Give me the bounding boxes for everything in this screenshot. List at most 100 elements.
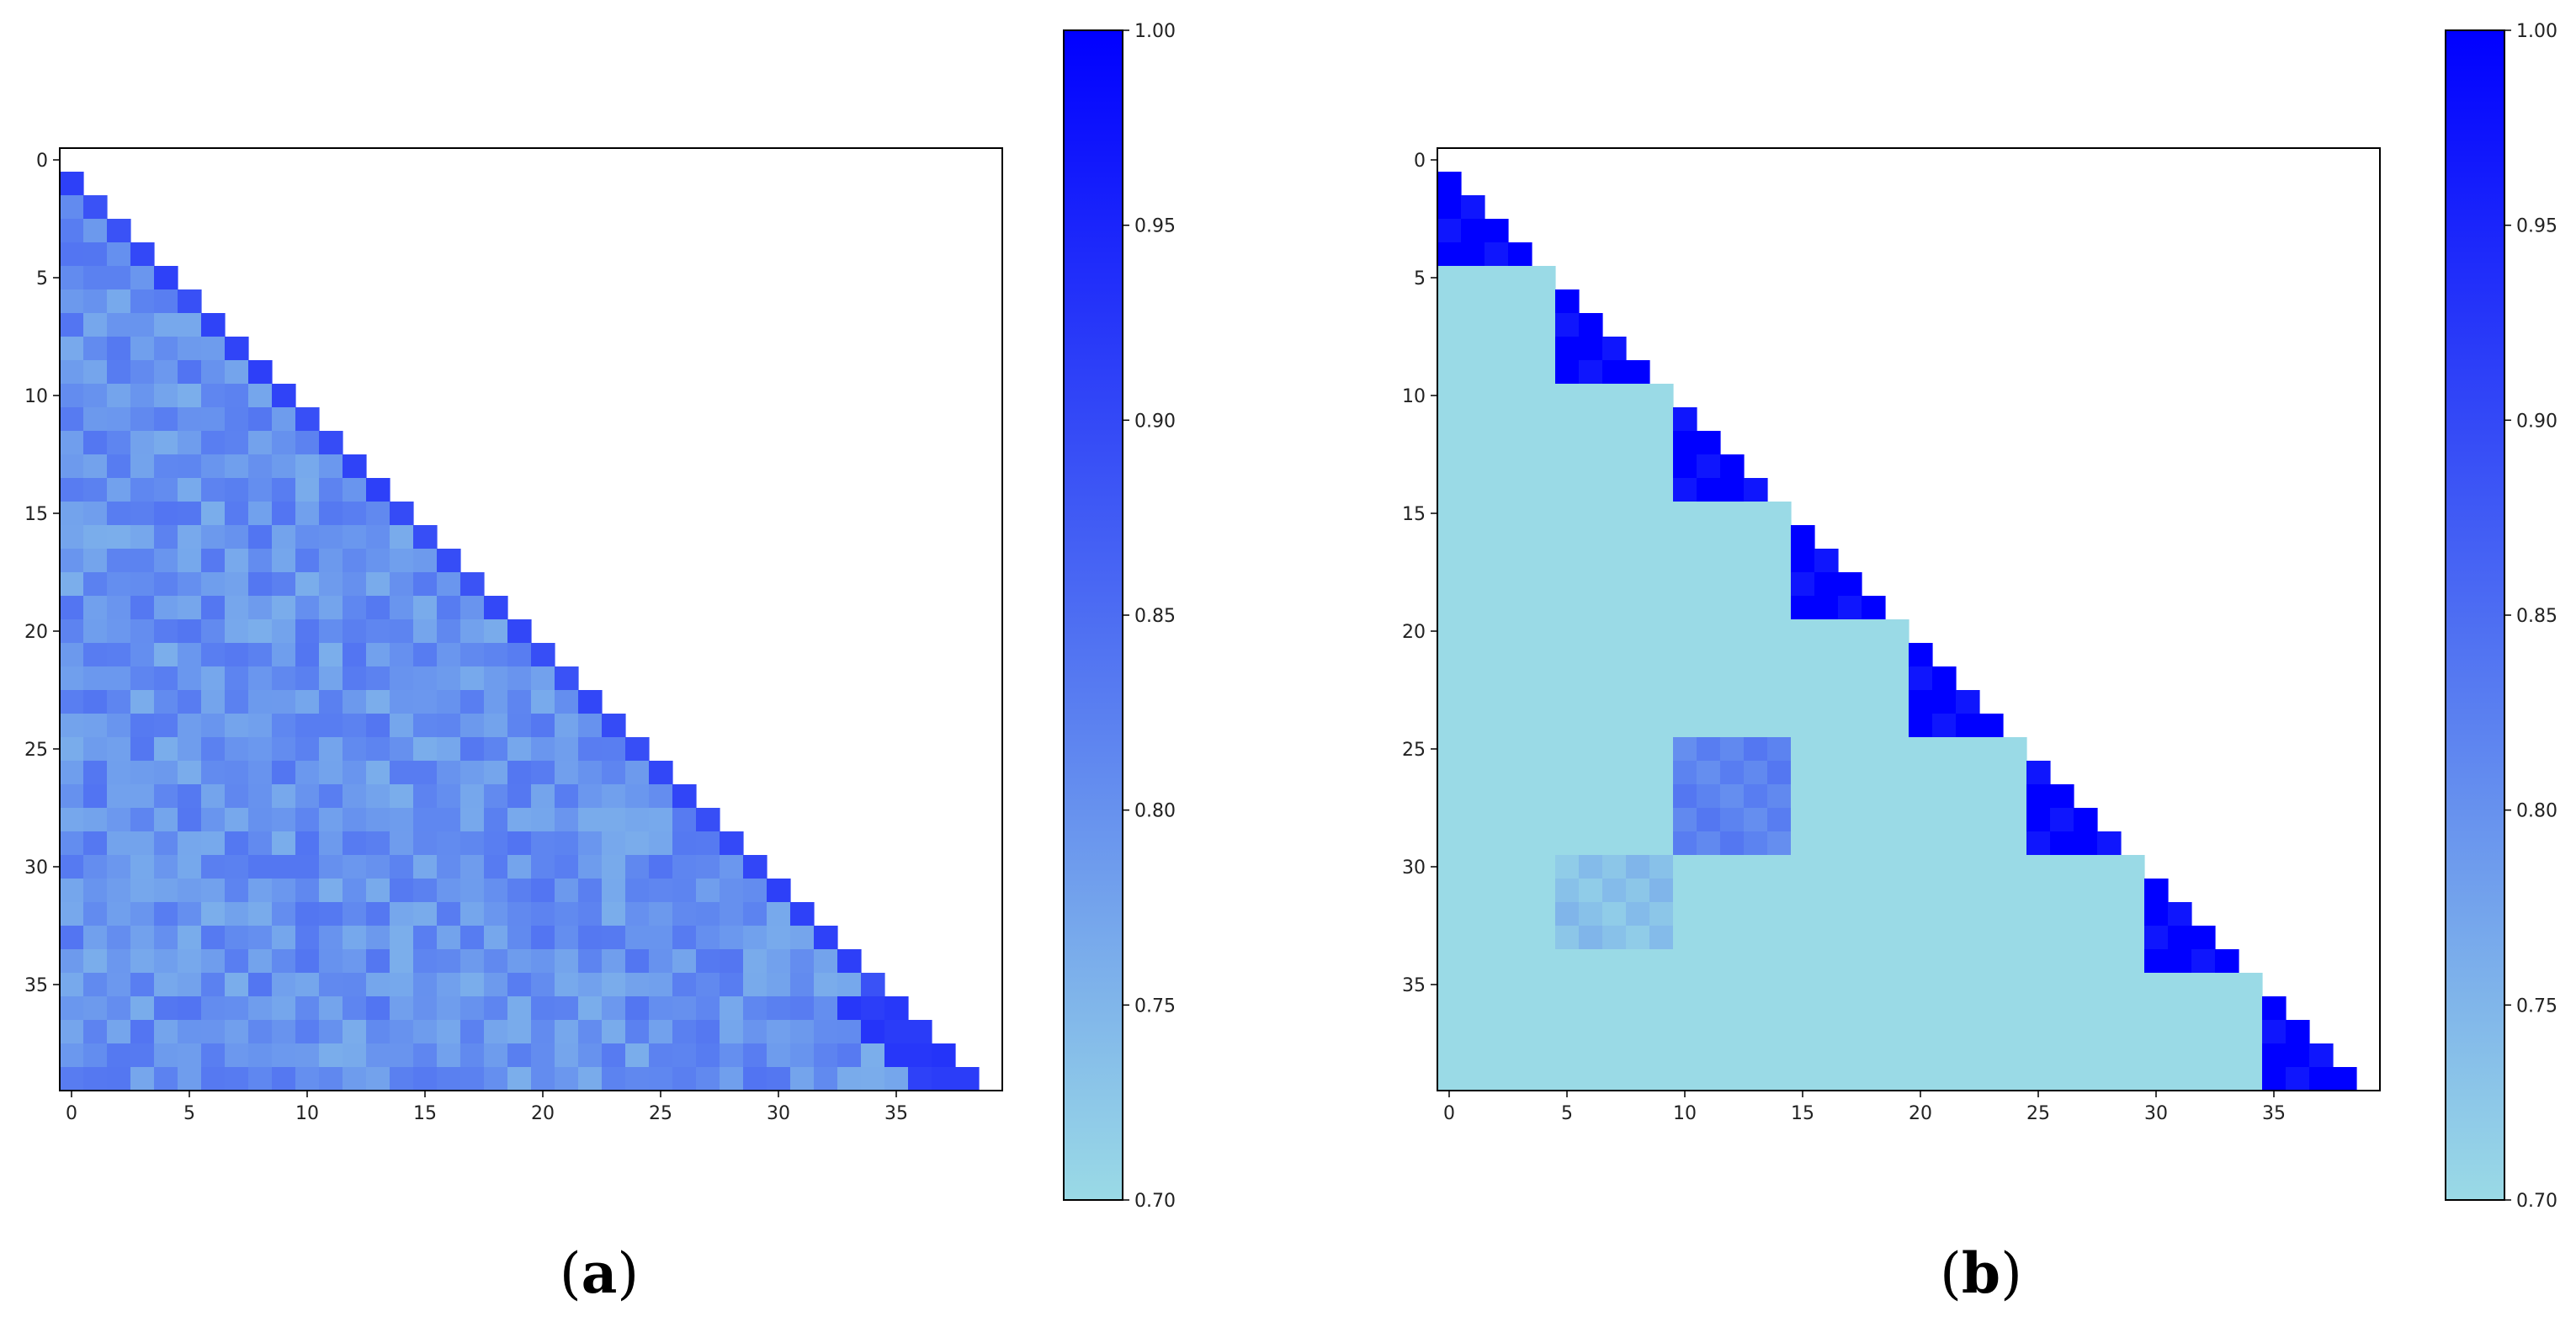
heatmap-cell (578, 831, 603, 856)
heatmap-cell (1956, 1067, 1980, 1091)
heatmap-cell (390, 502, 414, 526)
heatmap-cell (2286, 1067, 2310, 1091)
heatmap-cell (1956, 973, 1980, 997)
heatmap-cell (1555, 761, 1580, 785)
heatmap-cell (107, 855, 131, 879)
heatmap-cell (295, 949, 320, 974)
heatmap-cell (2215, 1020, 2239, 1044)
heatmap-cell (2026, 784, 2051, 809)
heatmap-cell (1979, 761, 2004, 785)
heatmap-cell (1932, 902, 1957, 926)
heatmap-cell (154, 525, 178, 550)
heatmap-cell (107, 761, 131, 785)
heatmap-cell (1838, 1020, 1862, 1044)
x-tick-label: 15 (413, 1103, 437, 1124)
heatmap-cell (1673, 784, 1697, 809)
heatmap-cell (295, 666, 320, 691)
heatmap-cell (1602, 384, 1627, 408)
heatmap-cell (1744, 525, 1768, 550)
heatmap-cell (1508, 384, 1532, 408)
heatmap-cell (1532, 737, 1556, 762)
heatmap-cell (484, 1043, 508, 1068)
heatmap-cell (2121, 1043, 2145, 1068)
heatmap-cell (1532, 831, 1556, 856)
heatmap-cell (1697, 549, 1721, 573)
heatmap-cell (1838, 690, 1862, 714)
heatmap-cell (1508, 360, 1532, 385)
heatmap-cell (460, 572, 485, 597)
heatmap-cell (1485, 926, 1509, 950)
heatmap-cell (272, 525, 296, 550)
heatmap-cell (696, 1020, 720, 1044)
heatmap-cell (130, 454, 155, 479)
heatmap-cell (1461, 431, 1485, 455)
heatmap-cell (1485, 407, 1509, 432)
heatmap-cell (225, 949, 249, 974)
heatmap-cell (437, 831, 461, 856)
heatmap-cell (1791, 690, 1815, 714)
heatmap-cell (1862, 949, 1886, 974)
heatmap-cell (1767, 502, 1792, 526)
heatmap-cell (1461, 1067, 1485, 1091)
heatmap-cell (2074, 902, 2098, 926)
heatmap-cell (1932, 1067, 1957, 1091)
heatmap-cell (1862, 737, 1886, 762)
x-tick-label: 5 (183, 1103, 195, 1124)
heatmap-cell (437, 761, 461, 785)
heatmap-cell (720, 1043, 744, 1068)
heatmap-cell (1791, 549, 1815, 573)
heatmap-cell (1649, 902, 1674, 926)
heatmap-cell (83, 313, 108, 337)
heatmap-cell (531, 1067, 555, 1091)
heatmap-cell (1555, 431, 1580, 455)
heatmap-cell (107, 525, 131, 550)
heatmap-cell (1437, 454, 1462, 479)
heatmap-cell (225, 478, 249, 502)
heatmap-cell (625, 761, 650, 785)
heatmap-cell (531, 1043, 555, 1068)
heatmap-cell (1909, 831, 1933, 856)
heatmap-cell (1838, 926, 1862, 950)
heatmap-cell (1579, 808, 1603, 832)
heatmap-cell (366, 690, 390, 714)
heatmap-cell (60, 572, 84, 597)
heatmap-cell (1649, 549, 1674, 573)
heatmap-cell (413, 996, 438, 1021)
heatmap-cell (1532, 1067, 1556, 1091)
heatmap-cell (625, 737, 650, 762)
heatmap-cell (484, 902, 508, 926)
heatmap-cell (366, 525, 390, 550)
heatmap-cell (2074, 1067, 2098, 1091)
heatmap-cell (814, 973, 838, 997)
heatmap-cell (1673, 666, 1697, 691)
heatmap-cell (1814, 619, 1839, 644)
heatmap-cell (1532, 714, 1556, 738)
heatmap-cell (1532, 784, 1556, 809)
colorbar-gradient (1063, 29, 1123, 1201)
heatmap-cell (1697, 502, 1721, 526)
heatmap-cell (1649, 996, 1674, 1021)
heatmap-cell (107, 1020, 131, 1044)
heatmap-cell (248, 384, 273, 408)
heatmap-cell (1437, 337, 1462, 361)
heatmap-cell (696, 1067, 720, 1091)
heatmap-cell (1932, 996, 1957, 1021)
heatmap-cell (107, 1067, 131, 1091)
heatmap-cell (1602, 996, 1627, 1021)
heatmap-cell (1744, 1067, 1768, 1091)
heatmap-cell (178, 549, 202, 573)
heatmap-cell (1767, 808, 1792, 832)
heatmap-cell (837, 1043, 862, 1068)
heatmap-cell (83, 714, 108, 738)
heatmap-cell (555, 831, 579, 856)
heatmap-cell (390, 996, 414, 1021)
heatmap-cell (83, 337, 108, 361)
heatmap-cell (1909, 926, 1933, 950)
heatmap-cell (107, 242, 131, 267)
heatmap-cell (1437, 266, 1462, 290)
heatmap-cell (1626, 949, 1650, 974)
heatmap-cell (1909, 784, 1933, 809)
heatmap-cell (60, 337, 84, 361)
heatmap-cell (484, 1067, 508, 1091)
